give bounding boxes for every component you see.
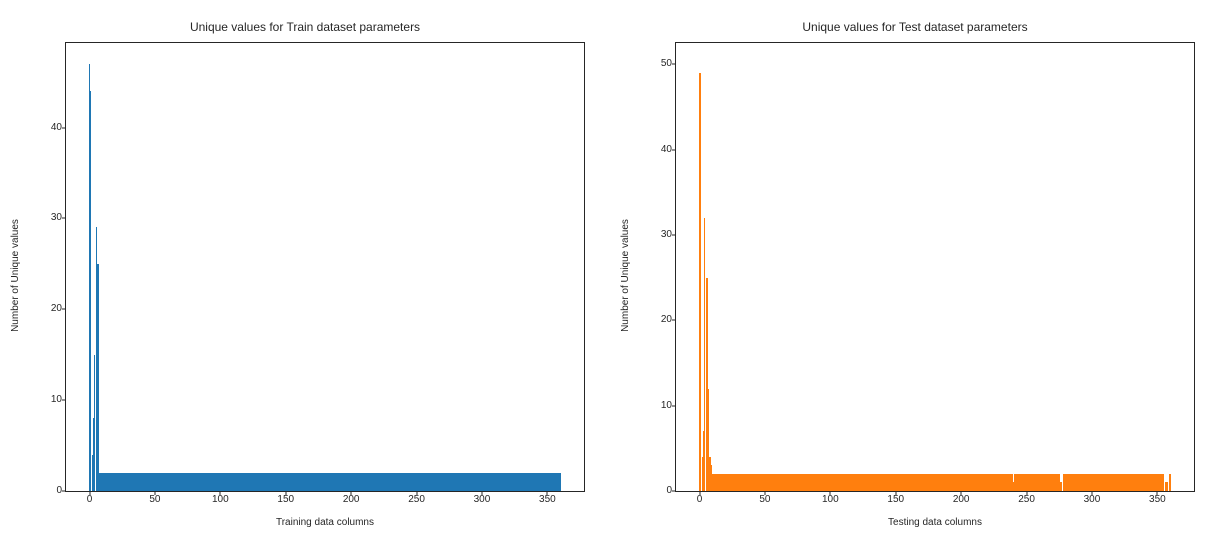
ytick-mark [62,491,66,492]
xtick-label: 150 [277,495,294,505]
xtick-label: 300 [1084,495,1101,505]
subplot-train-ylabel-wrap: Number of Unique values [8,20,22,530]
subplot-test-ylabel: Number of Unique values [620,219,631,332]
ytick-label: 10 [51,395,62,405]
ytick-mark [62,309,66,310]
ytick-label: 10 [661,401,672,411]
subplot-train-axes: 050100150200250300350010203040 [65,42,585,492]
xtick-label: 100 [212,495,229,505]
ytick-mark [62,218,66,219]
bar [99,473,560,491]
ytick-mark [672,405,676,406]
subplot-train-xlabel: Training data columns [65,517,585,528]
xtick-label: 50 [759,495,770,505]
xtick-label: 200 [953,495,970,505]
subplot-test-axes: 05010015020025030035001020304050 [675,42,1195,492]
subplot-test-xlabel: Testing data columns [675,517,1195,528]
ytick-label: 40 [51,123,62,133]
subplot-train-bars [66,43,584,491]
ytick-label: 40 [661,145,672,155]
ytick-mark [62,127,66,128]
bar [712,474,1013,491]
figure: Unique values for Train dataset paramete… [0,0,1219,550]
subplot-test: Unique values for Test dataset parameter… [620,20,1210,530]
xtick-label: 200 [343,495,360,505]
xtick-label: 50 [149,495,160,505]
xtick-label: 0 [87,495,93,505]
subplot-test-ylabel-wrap: Number of Unique values [618,20,632,530]
xtick-label: 350 [539,495,556,505]
ytick-label: 30 [661,230,672,240]
ytick-mark [672,64,676,65]
bar [97,264,99,491]
bar [1014,474,1060,491]
subplot-train-title: Unique values for Train dataset paramete… [10,20,600,34]
ytick-label: 20 [661,315,672,325]
subplot-train: Unique values for Train dataset paramete… [10,20,600,530]
subplot-test-title: Unique values for Test dataset parameter… [620,20,1210,34]
xtick-label: 300 [474,495,491,505]
bar [699,73,701,491]
xtick-label: 0 [697,495,703,505]
xtick-label: 250 [1018,495,1035,505]
ytick-label: 30 [51,213,62,223]
ytick-mark [672,235,676,236]
bar [1063,474,1165,491]
ytick-mark [672,320,676,321]
xtick-label: 250 [408,495,425,505]
ytick-mark [672,491,676,492]
bar [90,91,91,491]
subplot-train-ylabel: Number of Unique values [10,219,21,332]
subplot-test-bars [676,43,1194,491]
xtick-label: 350 [1149,495,1166,505]
ytick-label: 50 [661,59,672,69]
bar [1169,474,1171,491]
ytick-mark [672,149,676,150]
xtick-label: 150 [887,495,904,505]
ytick-mark [62,400,66,401]
xtick-label: 100 [822,495,839,505]
ytick-label: 0 [56,486,62,496]
ytick-label: 0 [666,486,672,496]
ytick-label: 20 [51,304,62,314]
